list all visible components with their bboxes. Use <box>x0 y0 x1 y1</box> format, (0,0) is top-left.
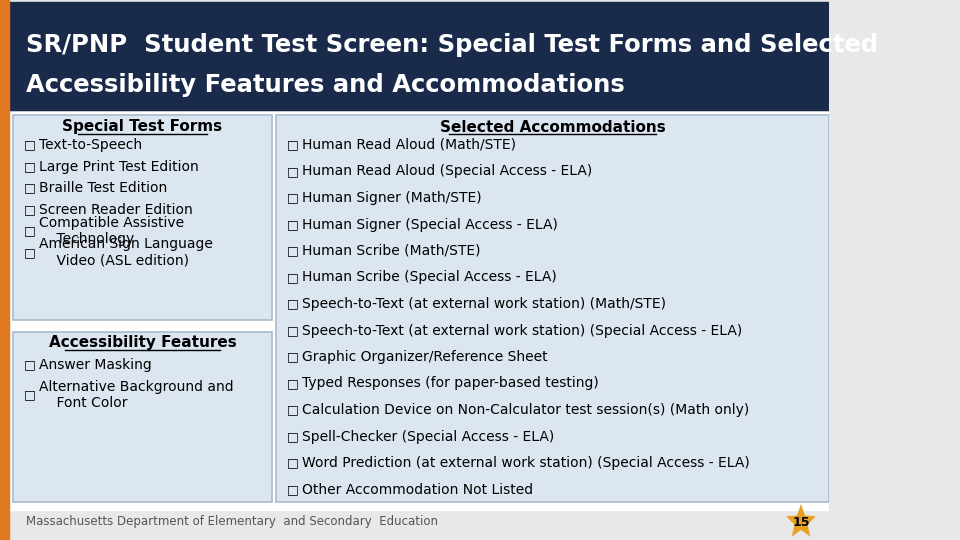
Text: Spell-Checker (Special Access - ELA): Spell-Checker (Special Access - ELA) <box>302 429 554 443</box>
Text: □: □ <box>287 403 299 416</box>
Text: Calculation Device on Non-Calculator test session(s) (Math only): Calculation Device on Non-Calculator tes… <box>302 403 750 417</box>
Text: □: □ <box>287 271 299 284</box>
Text: □: □ <box>287 350 299 363</box>
Text: Human Read Aloud (Special Access - ELA): Human Read Aloud (Special Access - ELA) <box>302 165 592 179</box>
Text: Alternative Background and
    Font Color: Alternative Background and Font Color <box>38 380 233 410</box>
Text: □: □ <box>287 377 299 390</box>
Text: □: □ <box>24 181 36 194</box>
Text: □: □ <box>24 225 36 238</box>
Text: SR/PNP  Student Test Screen: Special Test Forms and Selected: SR/PNP Student Test Screen: Special Test… <box>26 33 878 57</box>
Text: Accessibility Features: Accessibility Features <box>49 335 236 350</box>
Text: 15: 15 <box>792 516 809 529</box>
Text: □: □ <box>24 359 36 372</box>
Text: Screen Reader Edition: Screen Reader Edition <box>38 202 193 217</box>
FancyBboxPatch shape <box>12 115 272 320</box>
Text: □: □ <box>24 160 36 173</box>
Text: □: □ <box>24 246 36 259</box>
Text: Graphic Organizer/Reference Sheet: Graphic Organizer/Reference Sheet <box>302 350 548 364</box>
Text: Human Scribe (Special Access - ELA): Human Scribe (Special Access - ELA) <box>302 271 557 285</box>
Text: Word Prediction (at external work station) (Special Access - ELA): Word Prediction (at external work statio… <box>302 456 750 470</box>
Text: Special Test Forms: Special Test Forms <box>62 119 223 134</box>
Text: Human Scribe (Math/STE): Human Scribe (Math/STE) <box>302 244 481 258</box>
Text: □: □ <box>287 218 299 231</box>
Text: □: □ <box>287 245 299 258</box>
Text: □: □ <box>287 138 299 152</box>
Text: Typed Responses (for paper-based testing): Typed Responses (for paper-based testing… <box>302 376 599 390</box>
Text: □: □ <box>287 456 299 469</box>
Text: □: □ <box>287 192 299 205</box>
Text: Selected Accommodations: Selected Accommodations <box>440 119 665 134</box>
Bar <box>9 2 828 110</box>
Text: Braille Test Edition: Braille Test Edition <box>38 181 167 195</box>
FancyBboxPatch shape <box>12 332 272 502</box>
Text: Speech-to-Text (at external work station) (Math/STE): Speech-to-Text (at external work station… <box>302 297 666 311</box>
Text: Text-to-Speech: Text-to-Speech <box>38 138 142 152</box>
Text: □: □ <box>24 203 36 216</box>
Text: Accessibility Features and Accommodations: Accessibility Features and Accommodation… <box>26 73 625 97</box>
Text: Answer Masking: Answer Masking <box>38 358 152 372</box>
Text: Large Print Test Edition: Large Print Test Edition <box>38 159 199 173</box>
Text: □: □ <box>287 324 299 337</box>
Text: Human Signer (Math/STE): Human Signer (Math/STE) <box>302 191 482 205</box>
Text: Human Signer (Special Access - ELA): Human Signer (Special Access - ELA) <box>302 218 558 232</box>
Text: Compatible Assistive
    Technology: Compatible Assistive Technology <box>38 216 184 246</box>
Bar <box>0 0 9 540</box>
Text: Other Accommodation Not Listed: Other Accommodation Not Listed <box>302 483 533 496</box>
Text: Massachusetts Department of Elementary  and Secondary  Education: Massachusetts Department of Elementary a… <box>26 516 438 529</box>
Text: □: □ <box>24 388 36 402</box>
Text: □: □ <box>287 298 299 310</box>
Text: □: □ <box>287 430 299 443</box>
Text: □: □ <box>24 138 36 152</box>
Text: Human Read Aloud (Math/STE): Human Read Aloud (Math/STE) <box>302 138 516 152</box>
Text: American Sign Language
    Video (ASL edition): American Sign Language Video (ASL editio… <box>38 238 213 268</box>
Text: □: □ <box>287 483 299 496</box>
Text: Speech-to-Text (at external work station) (Special Access - ELA): Speech-to-Text (at external work station… <box>302 323 742 338</box>
Text: □: □ <box>287 165 299 178</box>
Bar <box>9 112 828 510</box>
FancyBboxPatch shape <box>276 115 828 502</box>
Polygon shape <box>786 504 816 537</box>
